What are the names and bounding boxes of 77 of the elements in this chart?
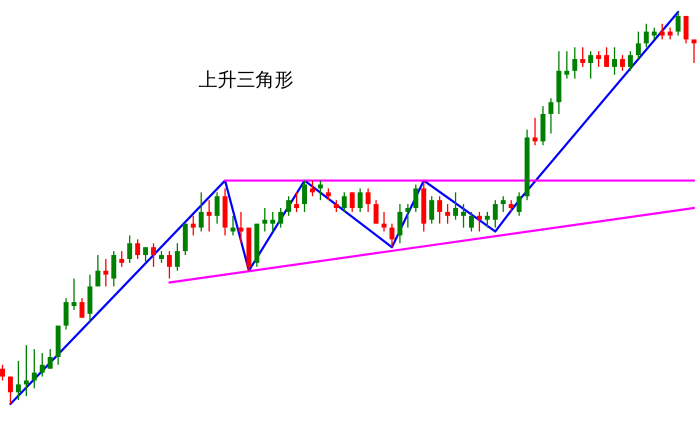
candlestick [310,180,315,197]
candlestick [350,192,355,213]
candlestick [0,364,5,382]
candlestick [516,192,522,216]
candlestick [572,46,578,80]
candlestick [636,30,641,60]
candlestick [484,211,490,228]
candlestick [660,23,665,40]
candlestick [437,196,442,224]
candlestick [580,46,586,68]
candlestick [119,250,124,268]
candlestick [668,27,673,40]
candlestick [48,348,53,370]
candlestick [374,200,379,224]
candlestick [413,184,418,213]
candlestick [230,215,236,236]
candlestick [143,246,148,264]
candlestick [588,50,594,80]
candlestick [326,188,331,201]
candlestick [95,254,100,288]
candlestick [604,46,610,68]
candlestick [238,211,244,244]
candlestick [64,298,69,330]
candlestick [405,203,410,228]
candlestick [127,234,132,264]
candlestick [468,211,474,232]
candlestick [382,211,386,232]
candlestick [8,376,13,405]
candlestick [564,50,570,80]
candlestick [390,223,394,248]
candlestick [461,203,466,228]
candlestick [159,250,164,264]
candlestick [429,196,434,224]
candlestick [318,180,323,201]
candlestick [103,258,108,288]
candlestick [644,23,649,48]
candlestick [286,196,292,216]
candlestick [135,238,140,260]
candlestick [596,50,602,68]
candlestick [612,46,617,76]
candlestick [652,27,657,40]
candlestick [397,203,402,244]
candlestick [262,207,268,232]
candlestick [278,207,284,228]
candlestick [80,298,84,318]
candlestick [676,11,681,36]
candlestick [24,344,29,397]
candlestick [151,242,156,268]
candlestick [620,54,625,72]
candlestick [445,203,450,224]
candlestick [366,188,371,213]
candlestick [166,250,172,280]
candlestick [206,200,212,232]
candlestick [492,200,498,228]
candlestick [500,196,506,213]
candlestick [190,215,196,236]
candlestick [532,117,538,146]
candlestick [476,211,482,232]
candlestick [684,15,689,44]
candlestick [358,188,363,213]
candlestick [692,38,696,64]
candlestick [174,242,180,272]
candlestick [111,250,116,288]
candlestick [628,50,633,72]
candlestick [16,360,21,401]
candlestick [214,192,220,224]
candlestick [453,192,458,220]
candlestick [334,200,339,213]
candlestick [302,180,307,213]
candlestick [72,278,76,311]
candlestick [508,200,514,213]
candlestick [548,98,554,134]
candlestick [342,192,347,213]
text: 上升三角形 [198,69,294,91]
candlestick [32,348,37,389]
candlestick [294,192,300,213]
candlestick [198,192,204,232]
